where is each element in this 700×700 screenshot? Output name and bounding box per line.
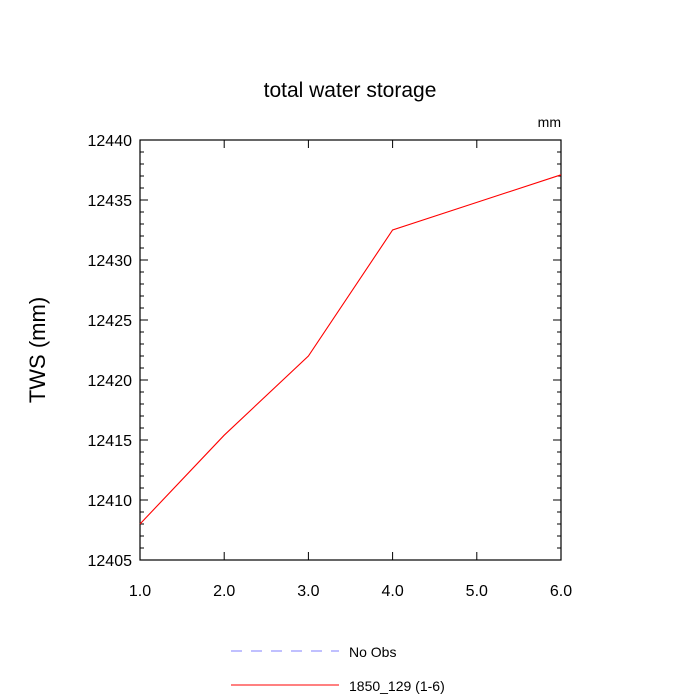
x-tick-label: 6.0: [550, 583, 572, 600]
x-tick-label: 5.0: [466, 583, 488, 600]
y-tick-label: 12415: [88, 433, 133, 450]
y-axis-label: TWS (mm): [25, 297, 50, 403]
x-tick-label: 1.0: [129, 583, 151, 600]
legend: No Obs 1850_129 (1-6): [231, 644, 445, 694]
y-tick-label: 12410: [88, 493, 133, 510]
legend-label-no-obs: No Obs: [349, 644, 396, 660]
y-tick-label: 12435: [88, 193, 133, 210]
legend-label-1850-129: 1850_129 (1-6): [349, 678, 445, 694]
chart-title: total water storage: [264, 79, 437, 102]
series-line-1: [139, 174, 562, 525]
x-tick-label: 3.0: [297, 583, 319, 600]
y-tick-label: 12420: [88, 373, 133, 390]
y-tick-label: 12405: [88, 553, 133, 570]
units-label: mm: [538, 114, 561, 130]
y-tick-label: 12425: [88, 313, 133, 330]
series-layer: [139, 174, 562, 525]
y-tick-label: 12440: [88, 133, 133, 150]
y-tick-label: 12430: [88, 253, 133, 270]
axis-ticks: [139, 139, 562, 561]
axis-tick-labels: 1.0 2.0 3.0 4.0 5.0 6.0 12405 12410 12415 12420 12…: [88, 133, 573, 600]
plot-frame: [139, 139, 562, 561]
x-tick-label: 2.0: [213, 583, 235, 600]
x-tick-label: 4.0: [381, 583, 403, 600]
